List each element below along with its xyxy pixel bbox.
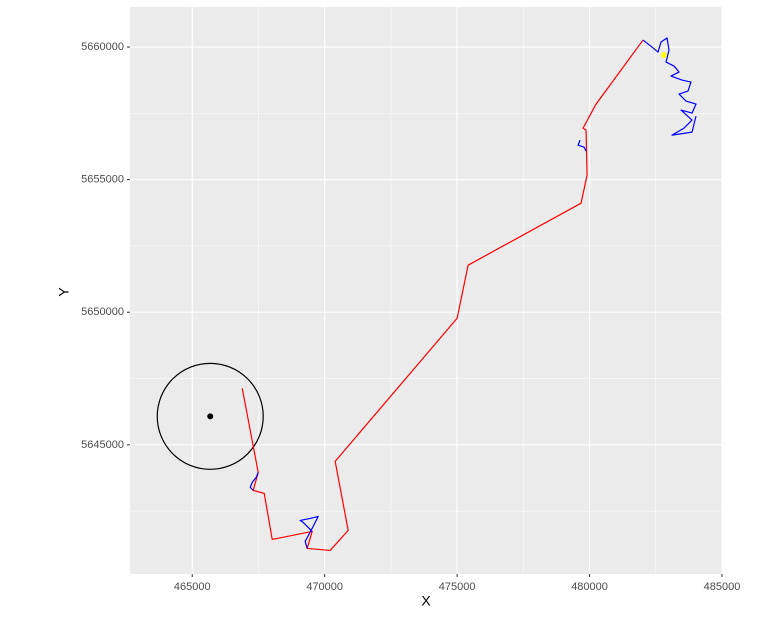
track-line xyxy=(241,39,644,552)
x-axis-title: X xyxy=(421,593,431,609)
y-tick-label: 5655000 xyxy=(81,174,124,186)
buffer-circle xyxy=(156,362,264,470)
marks xyxy=(156,37,697,552)
y-tick-label: 5650000 xyxy=(81,306,124,318)
x-tick-label: 485000 xyxy=(704,581,741,593)
x-tick-label: 475000 xyxy=(439,581,476,593)
point xyxy=(661,52,668,59)
y-tick-label: 5660000 xyxy=(81,41,124,53)
y-tick-label: 5645000 xyxy=(81,439,124,451)
grid xyxy=(130,7,723,574)
y-axis-title: Y xyxy=(56,287,72,297)
panel xyxy=(130,7,722,574)
track-line xyxy=(249,37,697,549)
point xyxy=(207,413,214,420)
x-tick-label: 465000 xyxy=(174,581,211,593)
x-tick-label: 480000 xyxy=(571,581,608,593)
x-tick-label: 470000 xyxy=(306,581,343,593)
